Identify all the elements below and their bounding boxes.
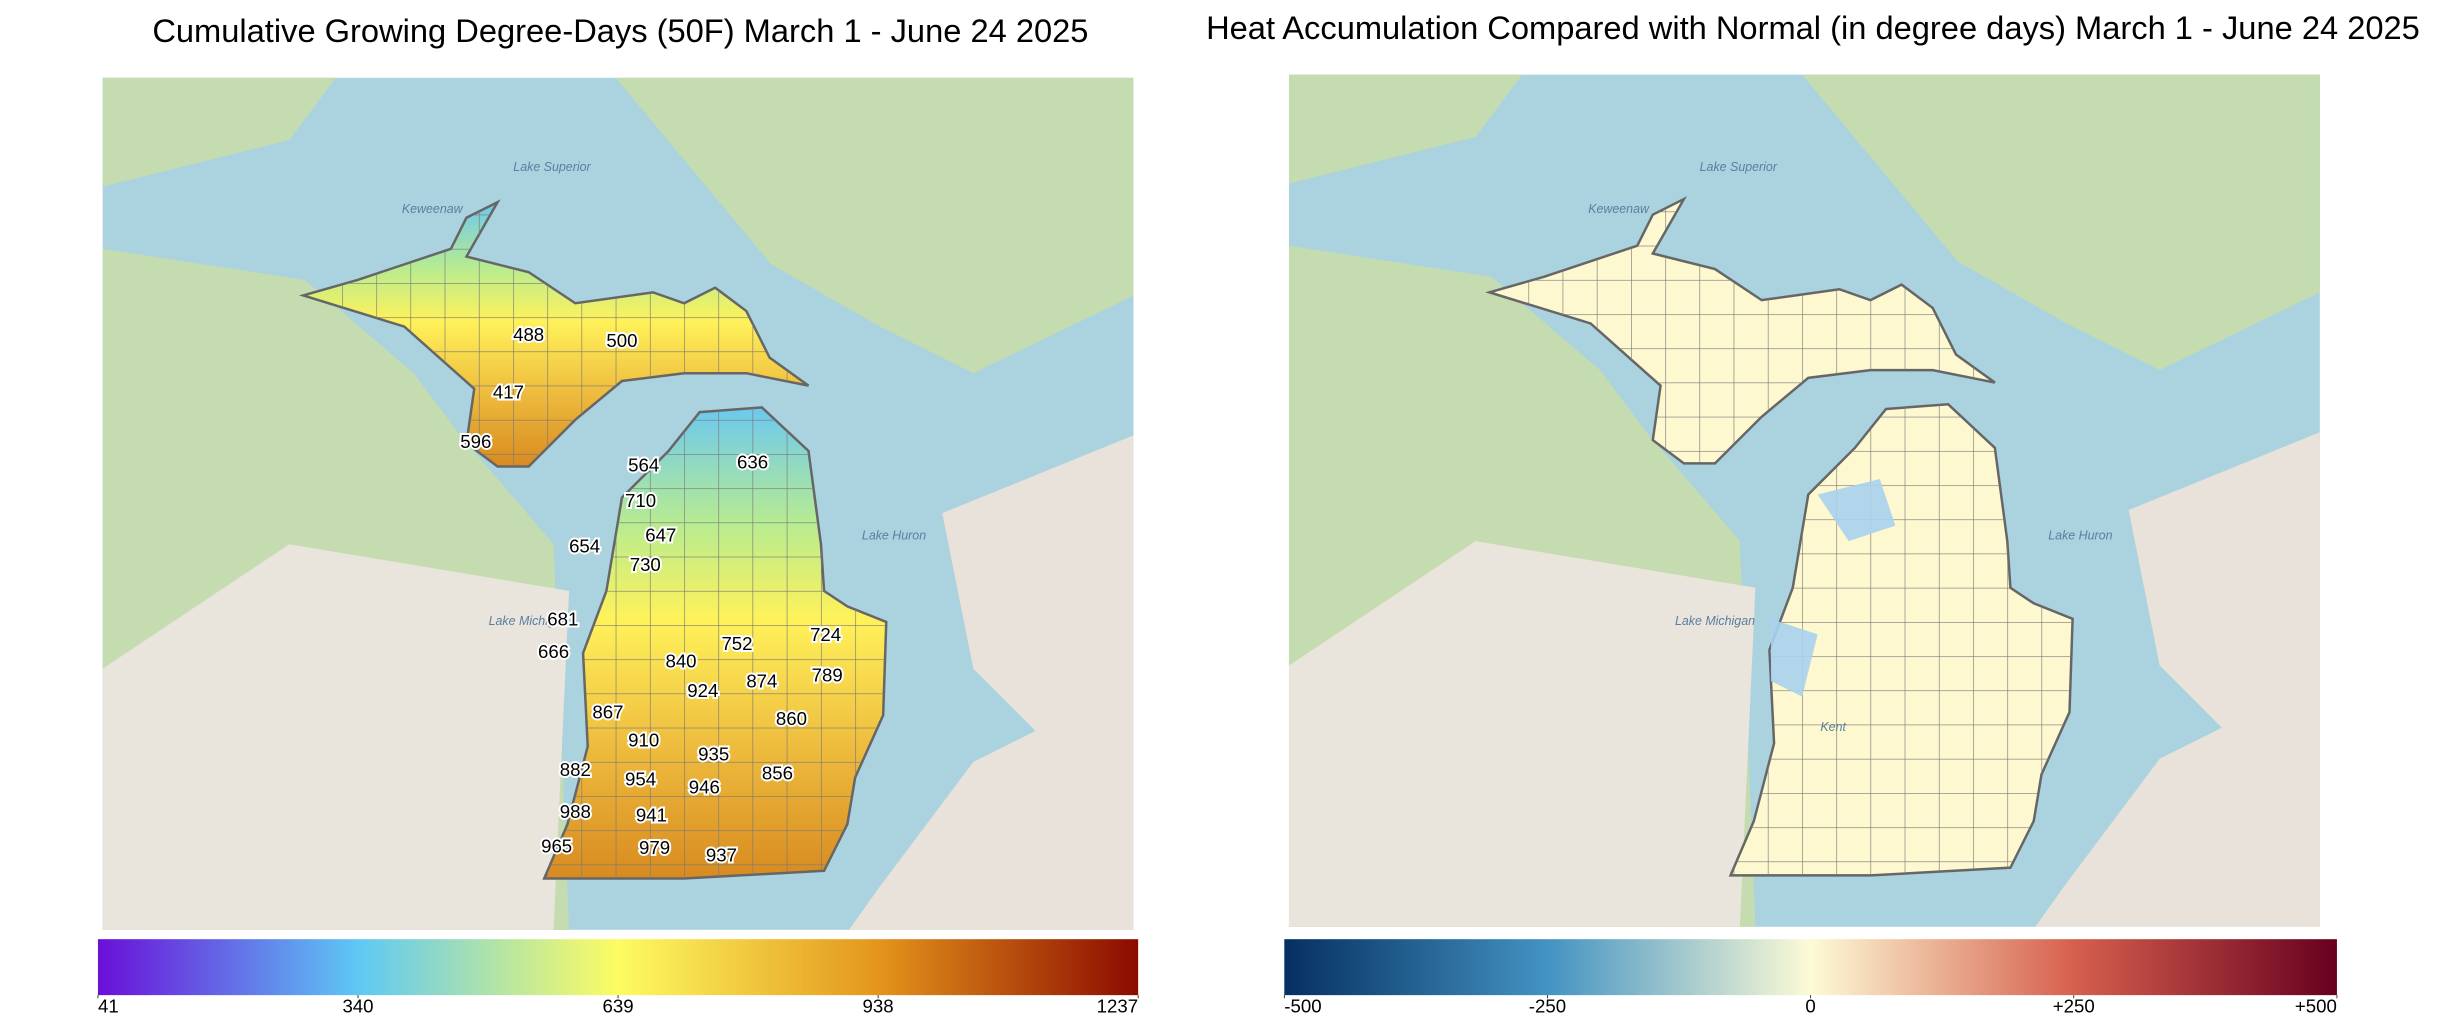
colorbar-tick-label: 938	[863, 996, 894, 1017]
place-name: Keweenaw	[402, 202, 464, 216]
value-label: 636	[737, 451, 768, 472]
value-label: 965	[541, 835, 572, 856]
value-label: 500	[606, 330, 637, 351]
colorbar-tick-label: 340	[342, 996, 373, 1017]
value-label: 417	[493, 381, 524, 402]
panel-title: Heat Accumulation Compared with Normal (…	[1206, 9, 2420, 46]
place-name: Lake Michigan	[1675, 614, 1755, 628]
colorbar-tick-label: +250	[2053, 996, 2095, 1017]
overlay: Keweenaw Lake Superior Lake Michigan Lake H…	[97, 160, 2338, 1017]
value-label: 789	[812, 664, 843, 685]
value-label: 954	[625, 769, 656, 790]
colorbar-tick-label: -500	[1284, 996, 1321, 1017]
value-label: 856	[762, 762, 793, 783]
value-label: 941	[636, 804, 667, 825]
gdd-map	[102, 77, 1134, 930]
value-label: 867	[592, 702, 623, 723]
colorbar	[1284, 939, 2337, 996]
value-label: 946	[689, 776, 720, 797]
colorbar-tick-label: 1237	[1097, 996, 1138, 1017]
place-name: Keweenaw	[1588, 202, 1650, 216]
value-label: 710	[625, 490, 656, 511]
value-label: 988	[560, 801, 591, 822]
colorbar-tick-label: 0	[1805, 996, 1815, 1017]
value-label: 937	[706, 845, 737, 866]
anomaly-map	[1288, 74, 2320, 927]
place-name: Lake Superior	[513, 160, 591, 174]
value-label: 596	[460, 431, 491, 452]
place-name: Lake Huron	[2048, 529, 2112, 543]
value-label: 882	[560, 759, 591, 780]
value-label: 654	[569, 535, 600, 556]
value-label: 840	[665, 650, 696, 671]
colorbar-tick-label: 41	[98, 996, 119, 1017]
value-label: 724	[810, 624, 841, 645]
place-name: Lake Michigan	[489, 614, 569, 628]
value-label: 730	[630, 554, 661, 575]
value-label: 564	[628, 454, 659, 475]
colorbar	[97, 939, 1139, 996]
place-name: Lake Huron	[862, 529, 926, 543]
colorbar-tick-label: -250	[1529, 996, 1566, 1017]
value-label: 910	[628, 730, 659, 751]
value-label: 488	[513, 324, 544, 345]
place-name: Kent	[1820, 720, 1846, 734]
value-label: 874	[746, 671, 777, 692]
colorbar-tick-label: 639	[602, 996, 633, 1017]
value-label: 647	[645, 524, 676, 545]
value-label: 979	[639, 837, 670, 858]
value-label: 752	[721, 633, 752, 654]
value-label: 935	[698, 744, 729, 765]
place-name: Lake Superior	[1700, 160, 1778, 174]
value-label: 681	[547, 608, 578, 629]
value-label: 924	[687, 680, 718, 701]
value-label: 666	[538, 641, 569, 662]
colorbar-tick-label: +500	[2295, 996, 2337, 1017]
panel-title: Cumulative Growing Degree-Days (50F) Mar…	[152, 12, 1088, 49]
value-label: 860	[776, 708, 807, 729]
